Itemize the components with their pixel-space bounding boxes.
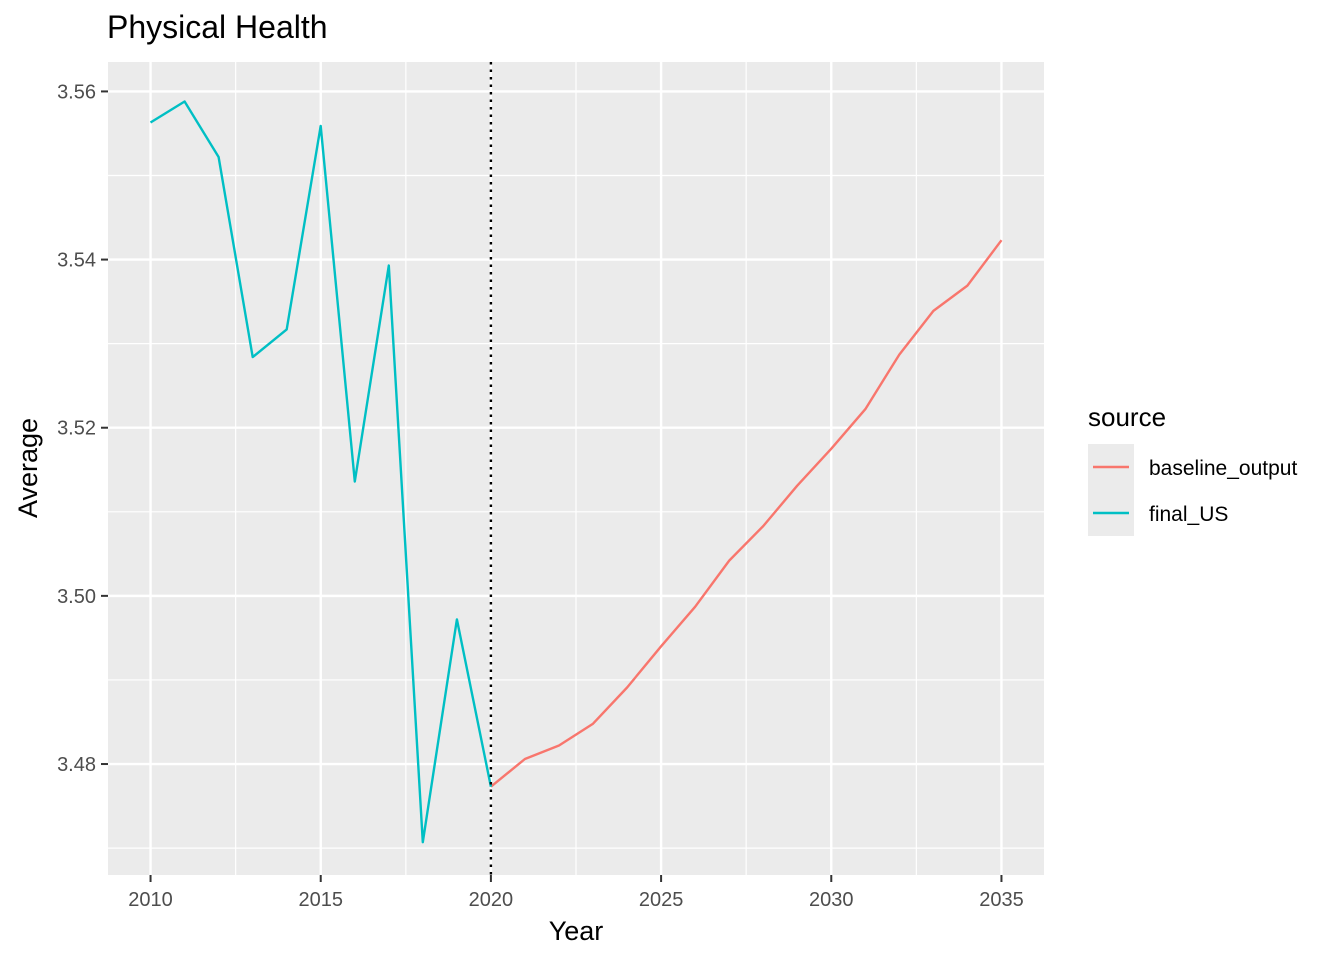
y-tick-label: 3.48: [57, 754, 96, 776]
legend: source baseline_output final_US: [1088, 402, 1297, 536]
x-axis: 2010 2015 2020 2025 2030 2035: [128, 875, 1024, 911]
y-axis: 3.48 3.50 3.52 3.54 3.56: [57, 81, 108, 776]
legend-label: final_US: [1149, 503, 1228, 526]
series-line-final_US: [149, 100, 493, 844]
chart-title: Physical Health: [107, 9, 328, 45]
x-tick-label: 2025: [639, 889, 684, 911]
x-tick-label: 2015: [298, 889, 343, 911]
x-tick-label: 2020: [469, 889, 514, 911]
x-tick-label: 2035: [979, 889, 1024, 911]
x-axis-title: Year: [549, 916, 604, 946]
x-tick-label: 2030: [809, 889, 854, 911]
x-tick-label: 2010: [128, 889, 173, 911]
legend-label: baseline_output: [1149, 457, 1297, 480]
grid-minor: [108, 62, 1044, 875]
grid-major: [108, 62, 1044, 875]
series-line-baseline_output: [490, 239, 1003, 788]
y-tick-label: 3.52: [57, 418, 96, 440]
y-tick-label: 3.54: [57, 250, 96, 272]
y-tick-label: 3.56: [57, 81, 96, 103]
legend-title: source: [1088, 402, 1166, 432]
series-layer: [149, 100, 1003, 844]
y-axis-title: Average: [13, 418, 43, 518]
y-tick-label: 3.50: [57, 586, 96, 608]
